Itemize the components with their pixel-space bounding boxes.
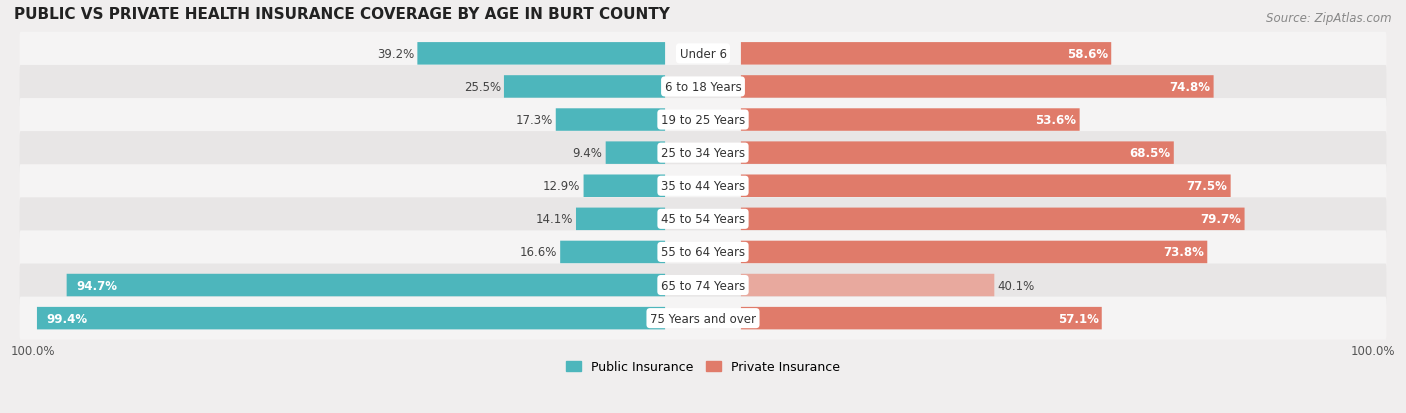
Text: 35 to 44 Years: 35 to 44 Years xyxy=(661,180,745,193)
FancyBboxPatch shape xyxy=(741,109,1080,131)
Text: 17.3%: 17.3% xyxy=(516,114,553,127)
Text: 12.9%: 12.9% xyxy=(543,180,581,193)
FancyBboxPatch shape xyxy=(576,208,665,230)
FancyBboxPatch shape xyxy=(555,109,665,131)
FancyBboxPatch shape xyxy=(741,274,994,297)
Text: 9.4%: 9.4% xyxy=(572,147,603,160)
FancyBboxPatch shape xyxy=(418,43,665,65)
Text: 16.6%: 16.6% xyxy=(520,246,557,259)
Text: 58.6%: 58.6% xyxy=(1067,48,1108,61)
Text: 19 to 25 Years: 19 to 25 Years xyxy=(661,114,745,127)
Text: Source: ZipAtlas.com: Source: ZipAtlas.com xyxy=(1267,12,1392,25)
Text: PUBLIC VS PRIVATE HEALTH INSURANCE COVERAGE BY AGE IN BURT COUNTY: PUBLIC VS PRIVATE HEALTH INSURANCE COVER… xyxy=(14,7,671,22)
Text: 39.2%: 39.2% xyxy=(377,48,415,61)
FancyBboxPatch shape xyxy=(560,241,665,263)
Text: 53.6%: 53.6% xyxy=(1035,114,1077,127)
Text: 74.8%: 74.8% xyxy=(1170,81,1211,94)
Text: 73.8%: 73.8% xyxy=(1163,246,1204,259)
Text: 25 to 34 Years: 25 to 34 Years xyxy=(661,147,745,160)
Text: 25.5%: 25.5% xyxy=(464,81,501,94)
Text: 94.7%: 94.7% xyxy=(76,279,117,292)
FancyBboxPatch shape xyxy=(606,142,665,164)
FancyBboxPatch shape xyxy=(20,165,1386,208)
FancyBboxPatch shape xyxy=(66,274,665,297)
Text: 99.4%: 99.4% xyxy=(46,312,87,325)
FancyBboxPatch shape xyxy=(741,241,1208,263)
FancyBboxPatch shape xyxy=(20,198,1386,241)
FancyBboxPatch shape xyxy=(741,175,1230,197)
FancyBboxPatch shape xyxy=(741,142,1174,164)
FancyBboxPatch shape xyxy=(20,99,1386,142)
Text: 55 to 64 Years: 55 to 64 Years xyxy=(661,246,745,259)
Text: 14.1%: 14.1% xyxy=(536,213,572,226)
Text: 45 to 54 Years: 45 to 54 Years xyxy=(661,213,745,226)
Text: 57.1%: 57.1% xyxy=(1057,312,1098,325)
FancyBboxPatch shape xyxy=(20,297,1386,340)
FancyBboxPatch shape xyxy=(20,132,1386,175)
FancyBboxPatch shape xyxy=(583,175,665,197)
Text: 75 Years and over: 75 Years and over xyxy=(650,312,756,325)
FancyBboxPatch shape xyxy=(741,43,1111,65)
Legend: Public Insurance, Private Insurance: Public Insurance, Private Insurance xyxy=(560,354,846,380)
FancyBboxPatch shape xyxy=(37,307,665,330)
Text: 79.7%: 79.7% xyxy=(1201,213,1241,226)
Text: 68.5%: 68.5% xyxy=(1129,147,1171,160)
FancyBboxPatch shape xyxy=(741,307,1102,330)
FancyBboxPatch shape xyxy=(20,66,1386,109)
FancyBboxPatch shape xyxy=(741,208,1244,230)
FancyBboxPatch shape xyxy=(741,76,1213,98)
FancyBboxPatch shape xyxy=(503,76,665,98)
Text: 40.1%: 40.1% xyxy=(997,279,1035,292)
Text: 65 to 74 Years: 65 to 74 Years xyxy=(661,279,745,292)
FancyBboxPatch shape xyxy=(20,231,1386,274)
Text: 6 to 18 Years: 6 to 18 Years xyxy=(665,81,741,94)
FancyBboxPatch shape xyxy=(20,33,1386,76)
Text: 77.5%: 77.5% xyxy=(1187,180,1227,193)
FancyBboxPatch shape xyxy=(20,264,1386,307)
Text: Under 6: Under 6 xyxy=(679,48,727,61)
